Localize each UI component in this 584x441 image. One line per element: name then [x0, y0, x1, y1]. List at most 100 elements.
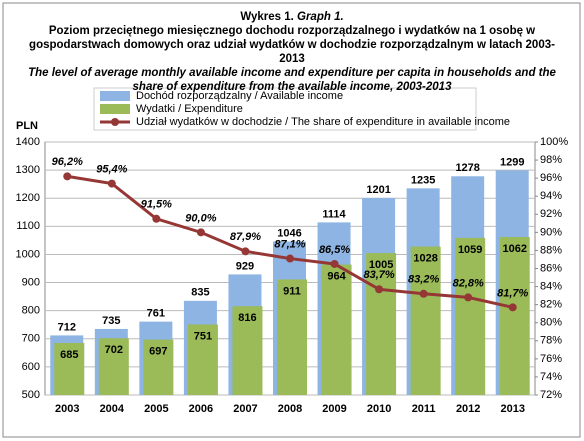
titles: Wykres 1. Graph 1. Poziom przeciętnego m…: [20, 10, 564, 94]
value-label: 83,2%: [408, 274, 439, 286]
value-label: 685: [60, 349, 78, 361]
y2-tick-label: 86%: [540, 262, 562, 274]
value-label: 95,4%: [96, 163, 127, 175]
value-label: 929: [236, 260, 254, 272]
x-tick-label: 2008: [278, 403, 302, 415]
bar: [143, 339, 174, 395]
y-tick-label: 900: [22, 276, 40, 288]
bar: [499, 237, 530, 395]
legend-swatch: [100, 91, 130, 101]
y2-tick-label: 76%: [540, 353, 562, 365]
x-tick-label: 2007: [233, 403, 257, 415]
title-line: Wykres 1. Graph 1.: [20, 10, 564, 24]
value-label: 82,8%: [453, 277, 484, 289]
value-label: 911: [283, 285, 301, 297]
y-tick-label: 700: [22, 333, 40, 345]
title-en: Graph 1.: [297, 11, 344, 23]
legend-label: Dochód rozporządzalny / Available income: [136, 90, 343, 102]
value-label: 1235: [411, 174, 435, 186]
y2-tick-label: 98%: [540, 154, 562, 166]
y2-tick-label: 94%: [540, 190, 562, 202]
y-tick-label: 600: [22, 361, 40, 373]
y2-tick-label: 72%: [540, 389, 562, 401]
line-marker: [63, 172, 72, 181]
value-label: 1028: [413, 252, 437, 264]
bar: [410, 246, 441, 395]
bar: [232, 306, 263, 395]
y2-tick-label: 78%: [540, 335, 562, 347]
line-marker: [375, 285, 384, 294]
value-label: 835: [191, 287, 209, 299]
legend-label: Udział wydatków w dochodzie / The share …: [136, 116, 510, 128]
y2-tick-label: 90%: [540, 226, 562, 238]
value-label: 1114: [322, 208, 346, 220]
line-marker: [196, 228, 205, 237]
y-tick-label: 1400: [16, 136, 40, 148]
y2-tick-label: 80%: [540, 317, 562, 329]
value-label: 751: [194, 330, 212, 342]
x-tick-label: 2006: [189, 403, 213, 415]
value-label: 90,0%: [185, 212, 216, 224]
line-marker: [286, 254, 294, 263]
x-tick-label: 2012: [456, 403, 480, 415]
x-tick-label: 2003: [55, 403, 79, 415]
y-tick-label: 1000: [16, 248, 40, 260]
y-tick-label: 800: [22, 305, 40, 317]
y-tick-label: 1300: [16, 164, 40, 176]
bar: [366, 253, 397, 395]
subtitle-en: The level of average monthly available i…: [28, 67, 556, 93]
line-marker: [419, 289, 428, 298]
line-marker: [330, 259, 339, 268]
x-tick-label: 2005: [144, 403, 168, 415]
value-label: 1299: [500, 156, 524, 168]
value-label: 1201: [366, 184, 390, 196]
title: Wykres 1.: [240, 11, 294, 23]
value-label: 96,2%: [52, 156, 83, 168]
line-marker: [152, 214, 161, 223]
value-label: 702: [105, 344, 123, 356]
y2-tick-label: 96%: [540, 172, 562, 184]
value-label: 1046: [277, 227, 301, 239]
value-label: 87,1%: [274, 238, 305, 250]
bar: [455, 237, 486, 395]
value-label: 712: [58, 321, 76, 333]
value-label: 964: [327, 270, 346, 282]
y2-tick-label: 88%: [540, 244, 562, 256]
x-tick-label: 2004: [100, 403, 125, 415]
value-label: 1059: [458, 244, 482, 256]
value-label: 86,5%: [319, 244, 350, 256]
line-marker: [107, 179, 116, 188]
value-label: 816: [238, 312, 256, 324]
bar: [54, 342, 85, 395]
subtitle: Poziom przeciętnego miesięcznego dochodu…: [29, 25, 555, 65]
legend-label: Wydatki / Expenditure: [136, 103, 243, 115]
y-tick-label: 500: [22, 389, 40, 401]
bar: [321, 264, 352, 395]
y-tick-label: 1100: [16, 220, 40, 232]
bar: [187, 324, 218, 395]
value-label: 81,7%: [497, 287, 528, 299]
x-tick-label: 2009: [322, 403, 346, 415]
value-label: 87,9%: [230, 231, 261, 243]
line-marker: [508, 303, 517, 312]
y2-tick-label: 92%: [540, 208, 562, 220]
legend-swatch: [100, 104, 130, 114]
value-label: 697: [149, 346, 167, 358]
x-tick-label: 2011: [412, 403, 436, 415]
line-marker: [241, 247, 250, 256]
legend-box: [93, 87, 477, 131]
y2-tick-label: 100%: [540, 136, 568, 148]
y2-tick-label: 74%: [540, 371, 562, 383]
x-tick-label: 2010: [367, 403, 391, 415]
value-label: 91,5%: [141, 199, 172, 211]
y2-tick-label: 84%: [540, 280, 562, 292]
x-tick-label: 2013: [500, 403, 524, 415]
line-marker: [464, 293, 473, 302]
bar: [277, 279, 307, 395]
bar: [98, 338, 129, 395]
y-axis-label: PLN: [16, 120, 38, 132]
value-label: 735: [102, 315, 120, 327]
legend-marker: [111, 118, 119, 126]
